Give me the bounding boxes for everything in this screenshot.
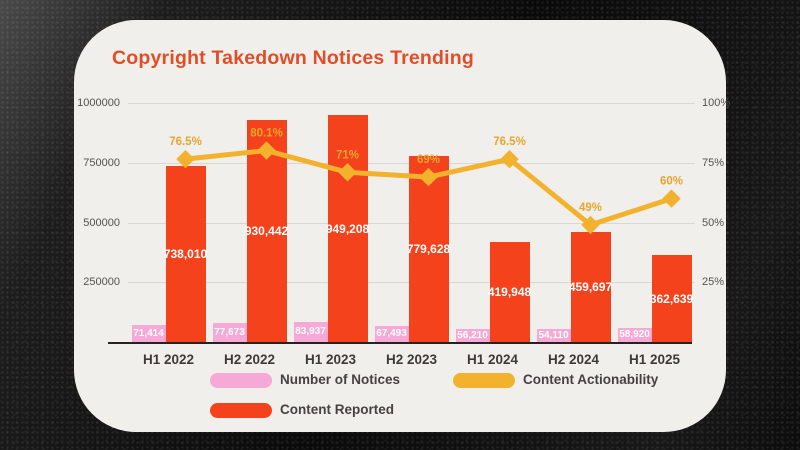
bar-group: 77,673 930,442 [212, 103, 289, 342]
chart-title: Copyright Takedown Notices Trending [112, 47, 474, 69]
category-axis: H1 2022 H2 2022 H1 2023 H2 2023 H1 2024 H2 20… [128, 352, 695, 372]
legend-label-reported: Content Reported [280, 402, 394, 417]
notices-value-label: 77,673 [214, 327, 245, 339]
y-axis-left-tick: 750000 [83, 156, 120, 169]
category-label: H2 2022 [223, 352, 276, 367]
category-label: H2 2024 [547, 352, 600, 367]
category-label: H1 2022 [142, 352, 195, 367]
reported-bar: 930,442 [244, 119, 289, 342]
reported-bar: 738,010 [163, 165, 208, 342]
notices-value-label: 54,110 [538, 330, 569, 342]
y-axis-left: 1000000 750000 500000 250000 [74, 97, 120, 342]
bar-group: 54,110 459,697 [536, 103, 613, 342]
y-axis-right-tick: 25% [702, 276, 725, 289]
y-axis-right-tick: 50% [702, 216, 725, 229]
category-label: H1 2024 [466, 352, 519, 367]
y-axis-right-tick: 75% [702, 156, 725, 169]
category-label: H1 2025 [628, 352, 681, 367]
legend-swatch-actionability [453, 373, 515, 388]
legend-swatch-notices [210, 373, 272, 388]
notices-bar: 77,673 [212, 323, 247, 342]
notices-bar: 58,920 [617, 327, 652, 342]
notices-bar: 56,210 [455, 328, 490, 342]
plot-area: 71,414 738,010 77,673 930,442 83,937 949,208 6… [108, 103, 695, 344]
notices-value-label: 67,493 [376, 328, 407, 340]
legend-label-notices: Number of Notices [280, 372, 401, 387]
bar-group: 56,210 419,948 [455, 103, 532, 342]
notices-bar: 54,110 [536, 329, 571, 342]
bar-group: 83,937 949,208 [293, 103, 370, 342]
legend-swatch-reported [210, 403, 272, 418]
reported-value-label: 779,628 [406, 241, 451, 256]
notices-bar: 67,493 [374, 325, 409, 342]
category-label: H2 2023 [385, 352, 438, 367]
category-label: H1 2023 [304, 352, 357, 367]
x-axis-baseline [108, 341, 692, 344]
reported-value-label: 419,948 [487, 284, 532, 299]
y-axis-right-tick: 100% [702, 97, 731, 109]
reported-value-label: 738,010 [163, 246, 208, 261]
bar-group: 67,493 779,628 [374, 103, 451, 342]
legend-row-1: Number of Notices Content Actionability [74, 372, 726, 390]
notices-bar: 83,937 [293, 321, 328, 342]
notices-value-label: 71,414 [133, 327, 164, 339]
y-axis-left-tick: 250000 [83, 276, 120, 289]
y-axis-right: 100% 75% 50% 25% [702, 97, 757, 342]
reported-value-label: 362,639 [649, 291, 694, 306]
legend-row-2: Content Reported [74, 402, 726, 420]
chart-card: Copyright Takedown Notices Trending 1000… [74, 20, 730, 432]
reported-value-label: 930,442 [244, 223, 289, 238]
y-axis-left-tick: 500000 [83, 216, 120, 229]
reported-bar: 779,628 [406, 155, 451, 342]
y-axis-left-tick: 1000000 [77, 97, 120, 109]
bar-group: 71,414 738,010 [131, 103, 208, 342]
gridline [128, 103, 695, 104]
reported-bar: 362,639 [649, 255, 694, 342]
reported-bar: 949,208 [325, 115, 370, 342]
notices-value-label: 56,210 [457, 329, 488, 341]
notices-value-label: 58,920 [619, 329, 650, 341]
reported-bar: 419,948 [487, 241, 532, 342]
reported-bar: 459,697 [568, 232, 613, 342]
reported-value-label: 459,697 [568, 280, 613, 295]
notices-value-label: 83,937 [295, 326, 326, 338]
legend-label-actionability: Content Actionability [523, 372, 659, 387]
reported-value-label: 949,208 [325, 221, 370, 236]
notices-bar: 71,414 [131, 324, 166, 342]
bar-group: 58,920 362,639 [617, 103, 694, 342]
